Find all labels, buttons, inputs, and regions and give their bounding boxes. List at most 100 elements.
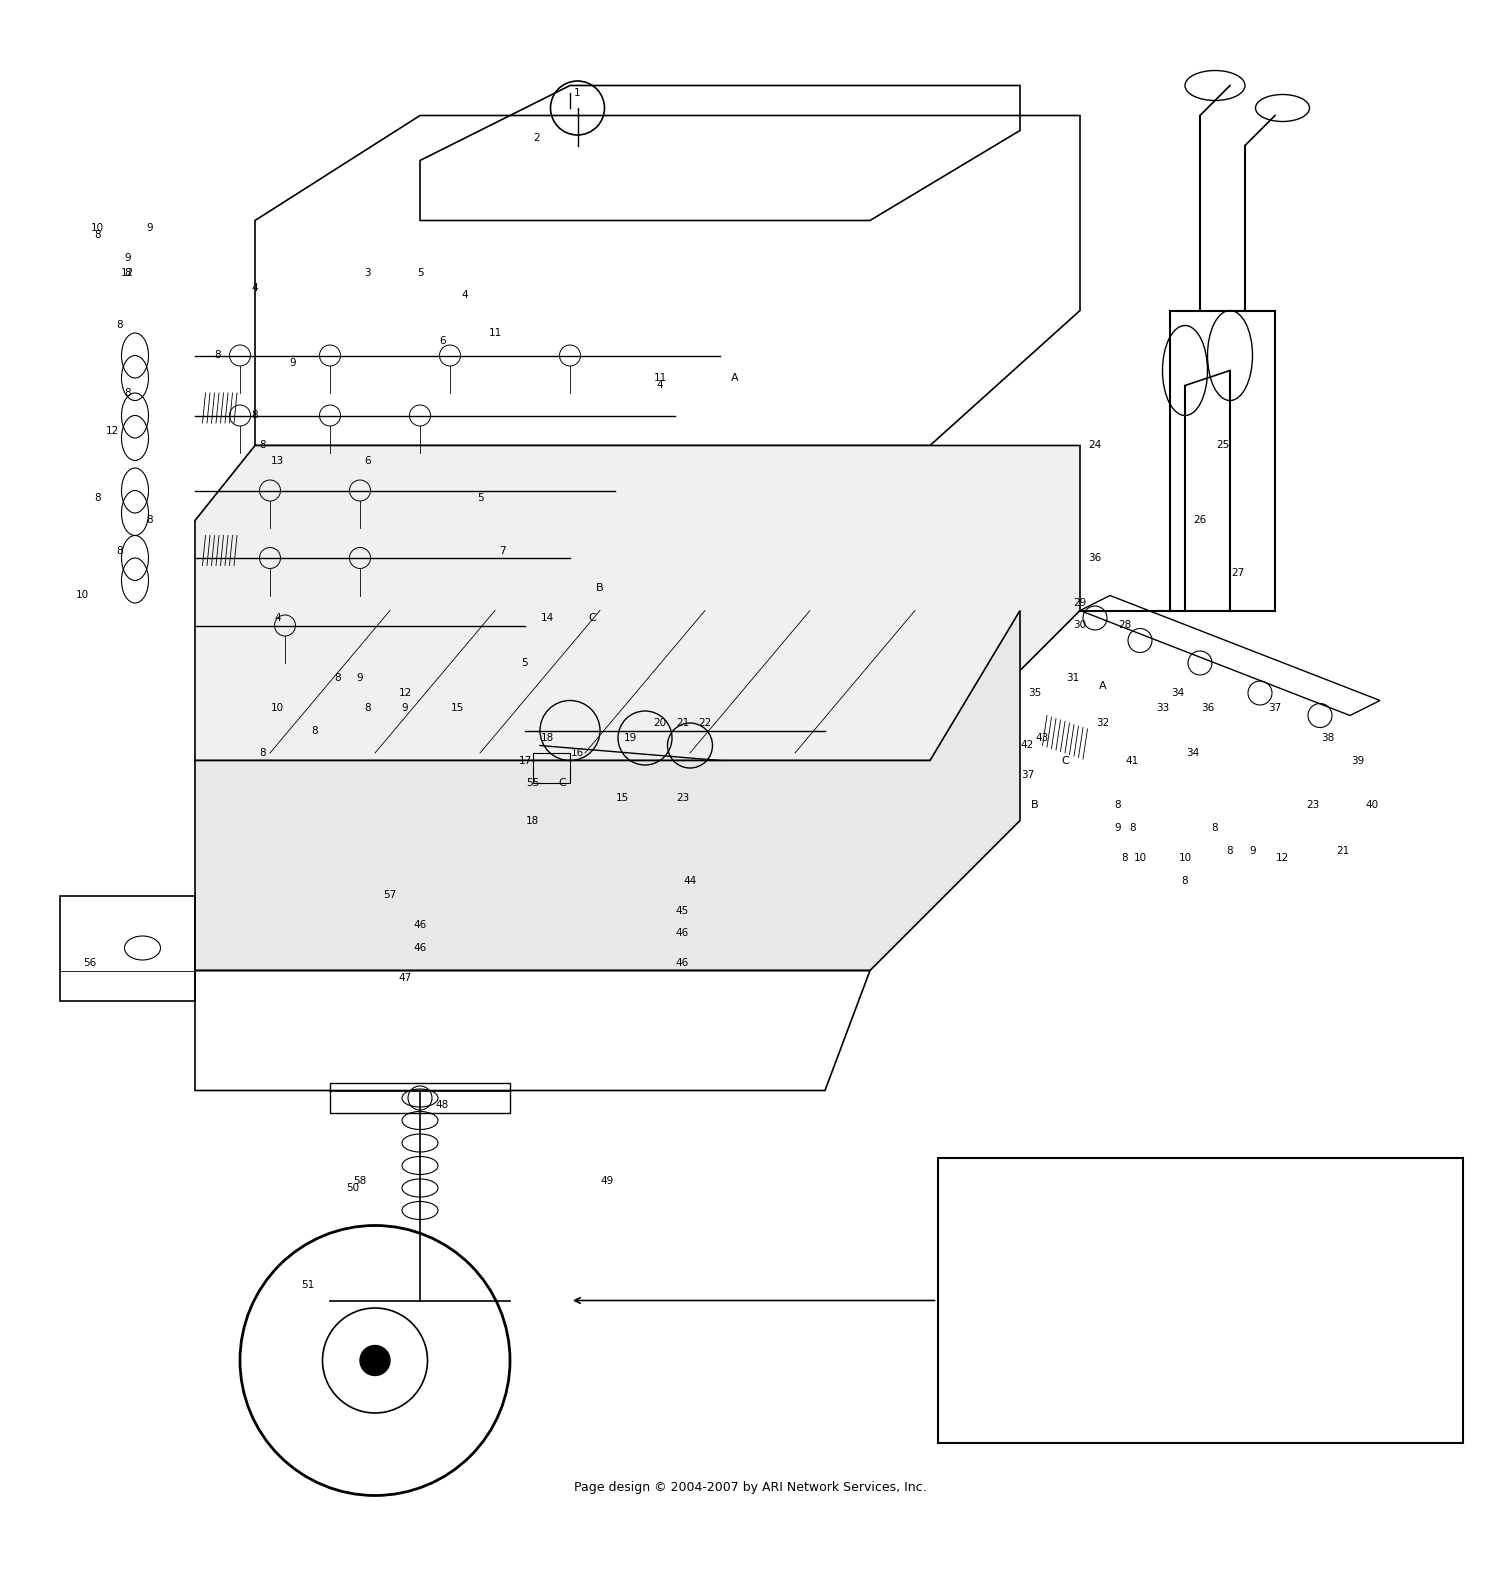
Text: 37: 37 bbox=[1022, 770, 1034, 781]
Text: 34: 34 bbox=[1172, 688, 1184, 697]
Text: 1: 1 bbox=[574, 89, 580, 98]
Text: 23: 23 bbox=[1306, 800, 1318, 811]
Text: 4: 4 bbox=[274, 613, 280, 623]
Text: 10: 10 bbox=[272, 704, 284, 713]
Text: 12: 12 bbox=[399, 688, 411, 697]
Text: A: A bbox=[1098, 680, 1107, 691]
Text: 36: 36 bbox=[1089, 553, 1101, 563]
Text: 33: 33 bbox=[1156, 704, 1168, 713]
Circle shape bbox=[360, 1345, 390, 1375]
Circle shape bbox=[1098, 1281, 1122, 1304]
Text: 53: 53 bbox=[1089, 1243, 1101, 1254]
Text: 18: 18 bbox=[526, 816, 538, 825]
Text: B: B bbox=[1030, 800, 1039, 811]
Text: 16: 16 bbox=[572, 748, 584, 757]
Text: 8: 8 bbox=[1182, 876, 1188, 885]
Text: 52: 52 bbox=[1082, 1393, 1094, 1402]
Text: 37: 37 bbox=[1269, 704, 1281, 713]
Text: 8: 8 bbox=[364, 704, 370, 713]
Bar bbox=[330, 1083, 510, 1113]
Text: 47: 47 bbox=[399, 972, 411, 983]
Text: 12: 12 bbox=[106, 425, 118, 435]
Text: 14: 14 bbox=[542, 613, 554, 623]
Text: 28: 28 bbox=[1119, 620, 1131, 631]
Text: 54: 54 bbox=[1329, 1303, 1341, 1312]
Text: 53: 53 bbox=[1322, 1363, 1334, 1372]
Text: 26: 26 bbox=[1194, 515, 1206, 525]
Text: 51: 51 bbox=[302, 1281, 313, 1290]
Text: 38: 38 bbox=[1322, 734, 1334, 743]
Text: 23: 23 bbox=[676, 794, 688, 803]
Text: 8: 8 bbox=[260, 441, 266, 451]
Text: 9: 9 bbox=[402, 704, 408, 713]
Text: 36: 36 bbox=[1202, 704, 1214, 713]
Text: 8: 8 bbox=[117, 321, 123, 330]
Text: 46: 46 bbox=[414, 942, 426, 953]
Text: 13: 13 bbox=[272, 455, 284, 465]
Text: 6: 6 bbox=[364, 455, 370, 465]
Text: 44: 44 bbox=[684, 876, 696, 885]
Text: 11: 11 bbox=[654, 373, 666, 383]
Text: 43: 43 bbox=[1036, 734, 1048, 743]
Text: 57: 57 bbox=[384, 890, 396, 901]
Text: 8: 8 bbox=[94, 493, 100, 503]
Text: 55: 55 bbox=[526, 778, 538, 787]
Text: 46: 46 bbox=[414, 920, 426, 931]
Text: 22: 22 bbox=[699, 718, 711, 727]
Text: 34: 34 bbox=[1186, 748, 1198, 757]
Text: Page design © 2004-2007 by ARI Network Services, Inc.: Page design © 2004-2007 by ARI Network S… bbox=[573, 1481, 927, 1494]
Text: 8: 8 bbox=[147, 515, 153, 525]
Text: 8: 8 bbox=[260, 748, 266, 757]
Text: 10: 10 bbox=[1179, 854, 1191, 863]
Text: 5: 5 bbox=[522, 658, 528, 669]
Text: 10: 10 bbox=[1134, 854, 1146, 863]
Bar bbox=[938, 1157, 1462, 1443]
Text: 9: 9 bbox=[290, 357, 296, 368]
Text: C: C bbox=[588, 613, 597, 623]
Text: 4: 4 bbox=[657, 381, 663, 391]
Text: 24: 24 bbox=[1089, 441, 1101, 451]
Text: 15: 15 bbox=[616, 794, 628, 803]
Text: 8: 8 bbox=[1122, 854, 1128, 863]
Text: 41: 41 bbox=[1126, 756, 1138, 765]
Text: 9: 9 bbox=[1250, 846, 1256, 855]
Text: 8: 8 bbox=[334, 674, 340, 683]
Text: 40: 40 bbox=[1366, 800, 1378, 811]
Text: 2: 2 bbox=[534, 133, 540, 142]
Text: 8: 8 bbox=[1130, 824, 1136, 833]
Text: 10: 10 bbox=[92, 223, 104, 232]
Text: 4: 4 bbox=[462, 291, 468, 300]
Text: 46: 46 bbox=[676, 928, 688, 938]
Text: 8: 8 bbox=[124, 387, 130, 398]
Text: 8: 8 bbox=[1212, 824, 1218, 833]
Text: 6: 6 bbox=[440, 335, 446, 346]
Text: 46: 46 bbox=[676, 958, 688, 968]
Text: 56: 56 bbox=[84, 958, 96, 968]
Text: 30: 30 bbox=[1074, 620, 1086, 631]
Bar bbox=[532, 753, 570, 783]
Text: 49: 49 bbox=[602, 1176, 613, 1186]
Text: 18: 18 bbox=[542, 734, 554, 743]
Text: 53: 53 bbox=[1336, 1243, 1348, 1254]
Circle shape bbox=[1248, 1281, 1272, 1304]
Text: 5: 5 bbox=[417, 269, 423, 278]
Text: 9: 9 bbox=[357, 674, 363, 683]
Text: 9: 9 bbox=[147, 223, 153, 232]
Text: 3: 3 bbox=[364, 269, 370, 278]
Text: 8: 8 bbox=[252, 411, 258, 421]
Text: 45: 45 bbox=[676, 906, 688, 915]
Text: 21: 21 bbox=[1336, 846, 1348, 855]
Text: 5: 5 bbox=[477, 493, 483, 503]
Text: 9: 9 bbox=[1114, 824, 1120, 833]
Text: 12: 12 bbox=[1276, 854, 1288, 863]
Text: 31: 31 bbox=[1066, 674, 1078, 683]
Text: 8: 8 bbox=[1114, 800, 1120, 811]
Text: 35: 35 bbox=[1029, 688, 1041, 697]
Text: 17: 17 bbox=[519, 756, 531, 765]
Text: 8: 8 bbox=[312, 726, 318, 735]
Text: 8: 8 bbox=[94, 231, 100, 240]
Text: 39: 39 bbox=[1352, 756, 1364, 765]
Text: 58: 58 bbox=[354, 1176, 366, 1186]
Text: 42: 42 bbox=[1022, 740, 1034, 751]
Text: 11: 11 bbox=[489, 327, 501, 338]
